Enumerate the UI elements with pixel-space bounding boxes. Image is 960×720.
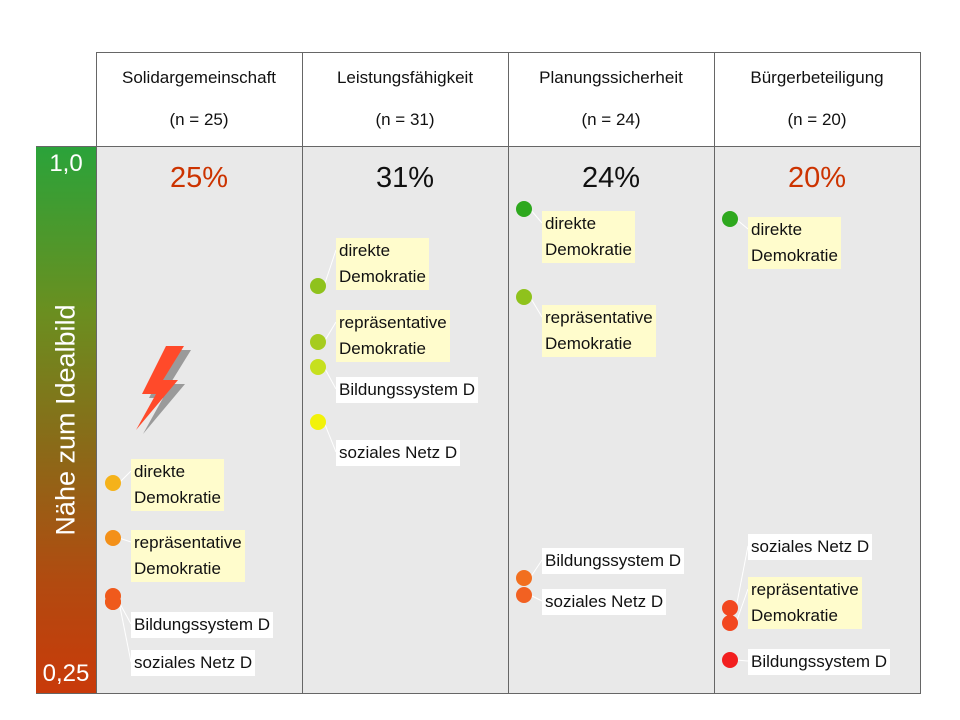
rating-dot [310,359,326,375]
column-percent: 25% [169,162,229,194]
rating-dot [310,278,326,294]
item-label: direkte Demokratie [542,211,635,263]
column-n: (n = 25) [169,110,229,129]
item-label: soziales Netz D [748,534,873,560]
header-buergerbeteiligung: Bürgerbeteiligung (n = 20) [714,52,920,146]
axis-label: Nähe zum Idealbild [50,304,81,536]
grid-line [714,52,715,694]
axis-bar: 1,0 Nähe zum Idealbild 0,25 [36,146,96,694]
item-label: Bildungssystem D [131,612,274,638]
grid-line [302,52,303,694]
grid-line [96,52,97,694]
rating-dot [516,587,532,603]
rating-dot [105,588,121,604]
axis-top-value: 1,0 [49,150,83,177]
rating-dot [722,652,738,668]
item-label: Bildungssystem D [748,649,891,675]
header-solidargemeinschaft: Solidargemeinschaft (n = 25) [96,52,302,146]
grid-line [920,52,921,694]
item-label: direkte Demokratie [748,217,841,269]
item-label: soziales Netz D [542,589,667,615]
lightning-icon [136,346,191,434]
column-title: Planungssicherheit [539,68,683,87]
item-label: direkte Demokratie [131,459,224,511]
rating-dot [516,201,532,217]
item-label: Bildungssystem D [542,548,685,574]
header-leistungsfaehigkeit: Leistungsfähigkeit (n = 31) [302,52,508,146]
rating-dot [310,414,326,430]
rating-dot [105,530,121,546]
grid-line [508,52,509,694]
item-label: soziales Netz D [131,650,256,676]
rating-dot [105,475,121,491]
item-label: repräsentative Demokratie [542,305,656,357]
column-n: (n = 20) [787,110,847,129]
column-percent: 31% [375,162,435,194]
item-label: repräsentative Demokratie [131,530,245,582]
column-body-leistungsfaehigkeit: 31% [302,146,508,694]
column-title: Solidargemeinschaft [121,68,277,87]
column-percent: 24% [581,162,641,194]
item-label: repräsentative Demokratie [336,310,450,362]
header-planungssicherheit: Planungssicherheit (n = 24) [508,52,714,146]
rating-dot [516,570,532,586]
item-label: Bildungssystem D [336,377,479,403]
axis-bottom-value: 0,25 [42,660,90,687]
column-title: Bürgerbeteiligung [750,68,884,87]
rating-dot [722,600,738,616]
grid-line [36,693,921,694]
item-label: soziales Netz D [336,440,461,466]
rating-dot [516,289,532,305]
column-n: (n = 31) [375,110,435,129]
column-n: (n = 24) [581,110,641,129]
rating-dot [722,615,738,631]
column-title: Leistungsfähigkeit [336,68,474,87]
rating-dot [722,211,738,227]
item-label: direkte Demokratie [336,238,429,290]
rating-dot [310,334,326,350]
column-percent: 20% [787,162,847,194]
item-label: repräsentative Demokratie [748,577,862,629]
grid-line [36,146,921,147]
